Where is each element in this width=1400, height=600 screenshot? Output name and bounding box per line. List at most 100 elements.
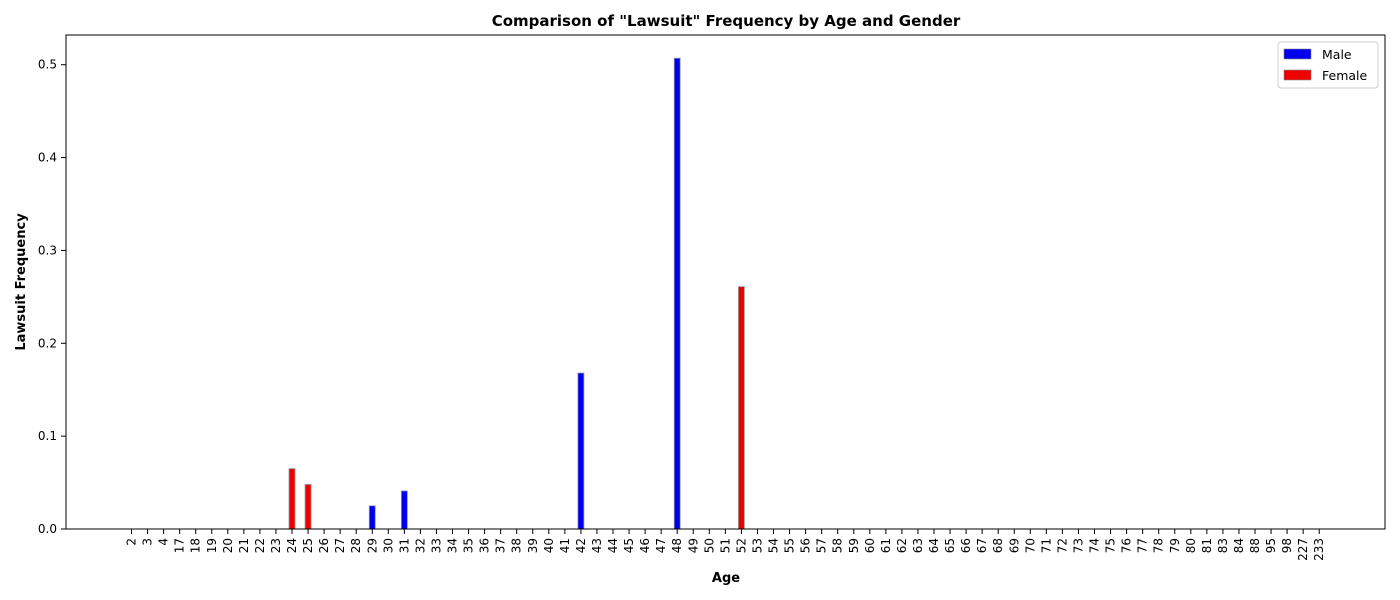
x-tick-label: 49 (686, 538, 700, 553)
x-tick-label: 30 (381, 538, 395, 553)
x-tick-label: 39 (526, 538, 540, 553)
x-tick-label: 69 (1007, 538, 1021, 553)
y-tick-label: 0.4 (38, 151, 57, 165)
x-tick-label: 54 (767, 538, 781, 553)
x-tick-label: 35 (462, 538, 476, 553)
x-tick-label: 4 (157, 538, 171, 546)
x-tick-label: 78 (1152, 538, 1166, 553)
plot-frame (65, 34, 1386, 530)
x-tick-label: 19 (205, 538, 219, 553)
x-tick-label: 18 (189, 538, 203, 553)
x-tick-label: 77 (1136, 538, 1150, 553)
bar-male-age-29 (368, 505, 376, 530)
x-tick-label: 53 (750, 538, 764, 553)
x-tick-label: 70 (1023, 538, 1037, 553)
x-tick-label: 76 (1120, 538, 1134, 553)
x-tick-label: 72 (1055, 538, 1069, 553)
bar-male-age-48 (673, 57, 681, 530)
x-tick-label: 62 (895, 538, 909, 553)
x-tick-label: 40 (542, 538, 556, 553)
bar-male-age-42 (577, 372, 585, 530)
x-tick-label: 25 (301, 538, 315, 553)
x-tick-label: 227 (1296, 538, 1310, 561)
x-tick-label: 52 (734, 538, 748, 553)
x-tick-label: 50 (702, 538, 716, 553)
bar-male-age-31 (400, 490, 408, 530)
y-tick-label: 0.1 (38, 429, 57, 443)
x-tick-label: 80 (1184, 538, 1198, 553)
bars-group (288, 57, 745, 530)
x-tick-label: 95 (1264, 538, 1278, 553)
x-tick-label: 23 (269, 538, 283, 553)
x-tick-label: 58 (831, 538, 845, 553)
bar-female-age-24 (288, 468, 296, 530)
x-tick-label: 47 (654, 538, 668, 553)
x-tick-label: 36 (478, 538, 492, 553)
x-tick-label: 45 (622, 538, 636, 553)
x-tick-label: 3 (141, 538, 155, 546)
x-tick-label: 27 (333, 538, 347, 553)
x-tick-label: 98 (1280, 538, 1294, 553)
x-tick-label: 34 (446, 538, 460, 553)
x-axis: 2 3 4 17 18 19 20 21 22 23 24 25 26 27 28 29 30 31 32 33 34 3… (125, 529, 1326, 561)
x-tick-label: 233 (1312, 538, 1326, 561)
legend-label-male: Male (1322, 47, 1352, 62)
x-tick-label: 56 (799, 538, 813, 553)
x-tick-label: 73 (1071, 538, 1085, 553)
x-tick-label: 71 (1039, 538, 1053, 553)
x-tick-label: 64 (927, 538, 941, 553)
y-tick-label: 0.0 (38, 522, 57, 536)
x-tick-label: 46 (638, 538, 652, 553)
x-tick-label: 59 (847, 538, 861, 553)
x-tick-label: 37 (494, 538, 508, 553)
x-tick-label: 57 (815, 538, 829, 553)
x-tick-label: 61 (879, 538, 893, 553)
legend-swatch-female (1283, 69, 1312, 81)
x-tick-label: 55 (783, 538, 797, 553)
x-tick-label: 28 (349, 538, 363, 553)
y-tick-label: 0.5 (38, 58, 57, 72)
x-tick-label: 51 (718, 538, 732, 553)
x-tick-label: 84 (1232, 538, 1246, 553)
x-tick-label: 42 (574, 538, 588, 553)
x-tick-label: 31 (397, 538, 411, 553)
x-tick-label: 2 (125, 538, 139, 546)
y-tick-label: 0.3 (38, 243, 57, 257)
x-tick-label: 17 (173, 538, 187, 553)
x-tick-label: 65 (943, 538, 957, 553)
x-tick-label: 68 (991, 538, 1005, 553)
x-tick-label: 48 (670, 538, 684, 553)
x-tick-label: 21 (237, 538, 251, 553)
bar-female-age-25 (304, 484, 312, 530)
y-axis: 0.0 0.1 0.2 0.3 0.4 0.5 (38, 58, 66, 536)
x-tick-label: 79 (1168, 538, 1182, 553)
x-tick-label: 75 (1104, 538, 1118, 553)
x-tick-label: 29 (365, 538, 379, 553)
x-tick-label: 41 (558, 538, 572, 553)
x-tick-label: 83 (1216, 538, 1230, 553)
x-tick-label: 66 (959, 538, 973, 553)
x-tick-label: 26 (317, 538, 331, 553)
x-tick-label: 20 (221, 538, 235, 553)
legend-swatch-male (1283, 48, 1312, 60)
x-tick-label: 22 (253, 538, 267, 553)
legend: Male Female (1277, 41, 1379, 89)
chart-title: Comparison of "Lawsuit" Frequency by Age… (492, 12, 961, 30)
x-tick-label: 33 (429, 538, 443, 553)
x-axis-label: Age (712, 571, 740, 586)
x-tick-label: 43 (590, 538, 604, 553)
x-tick-label: 81 (1200, 538, 1214, 553)
y-tick-label: 0.2 (38, 336, 57, 350)
x-tick-label: 32 (413, 538, 427, 553)
x-tick-label: 24 (285, 538, 299, 553)
x-tick-label: 63 (911, 538, 925, 553)
x-tick-label: 60 (863, 538, 877, 553)
bar-female-age-52 (738, 286, 745, 530)
x-tick-label: 44 (606, 538, 620, 553)
y-axis-label: Lawsuit Frequency (14, 213, 29, 351)
x-tick-label: 38 (510, 538, 524, 553)
x-tick-label: 67 (975, 538, 989, 553)
x-tick-label: 74 (1088, 538, 1102, 553)
